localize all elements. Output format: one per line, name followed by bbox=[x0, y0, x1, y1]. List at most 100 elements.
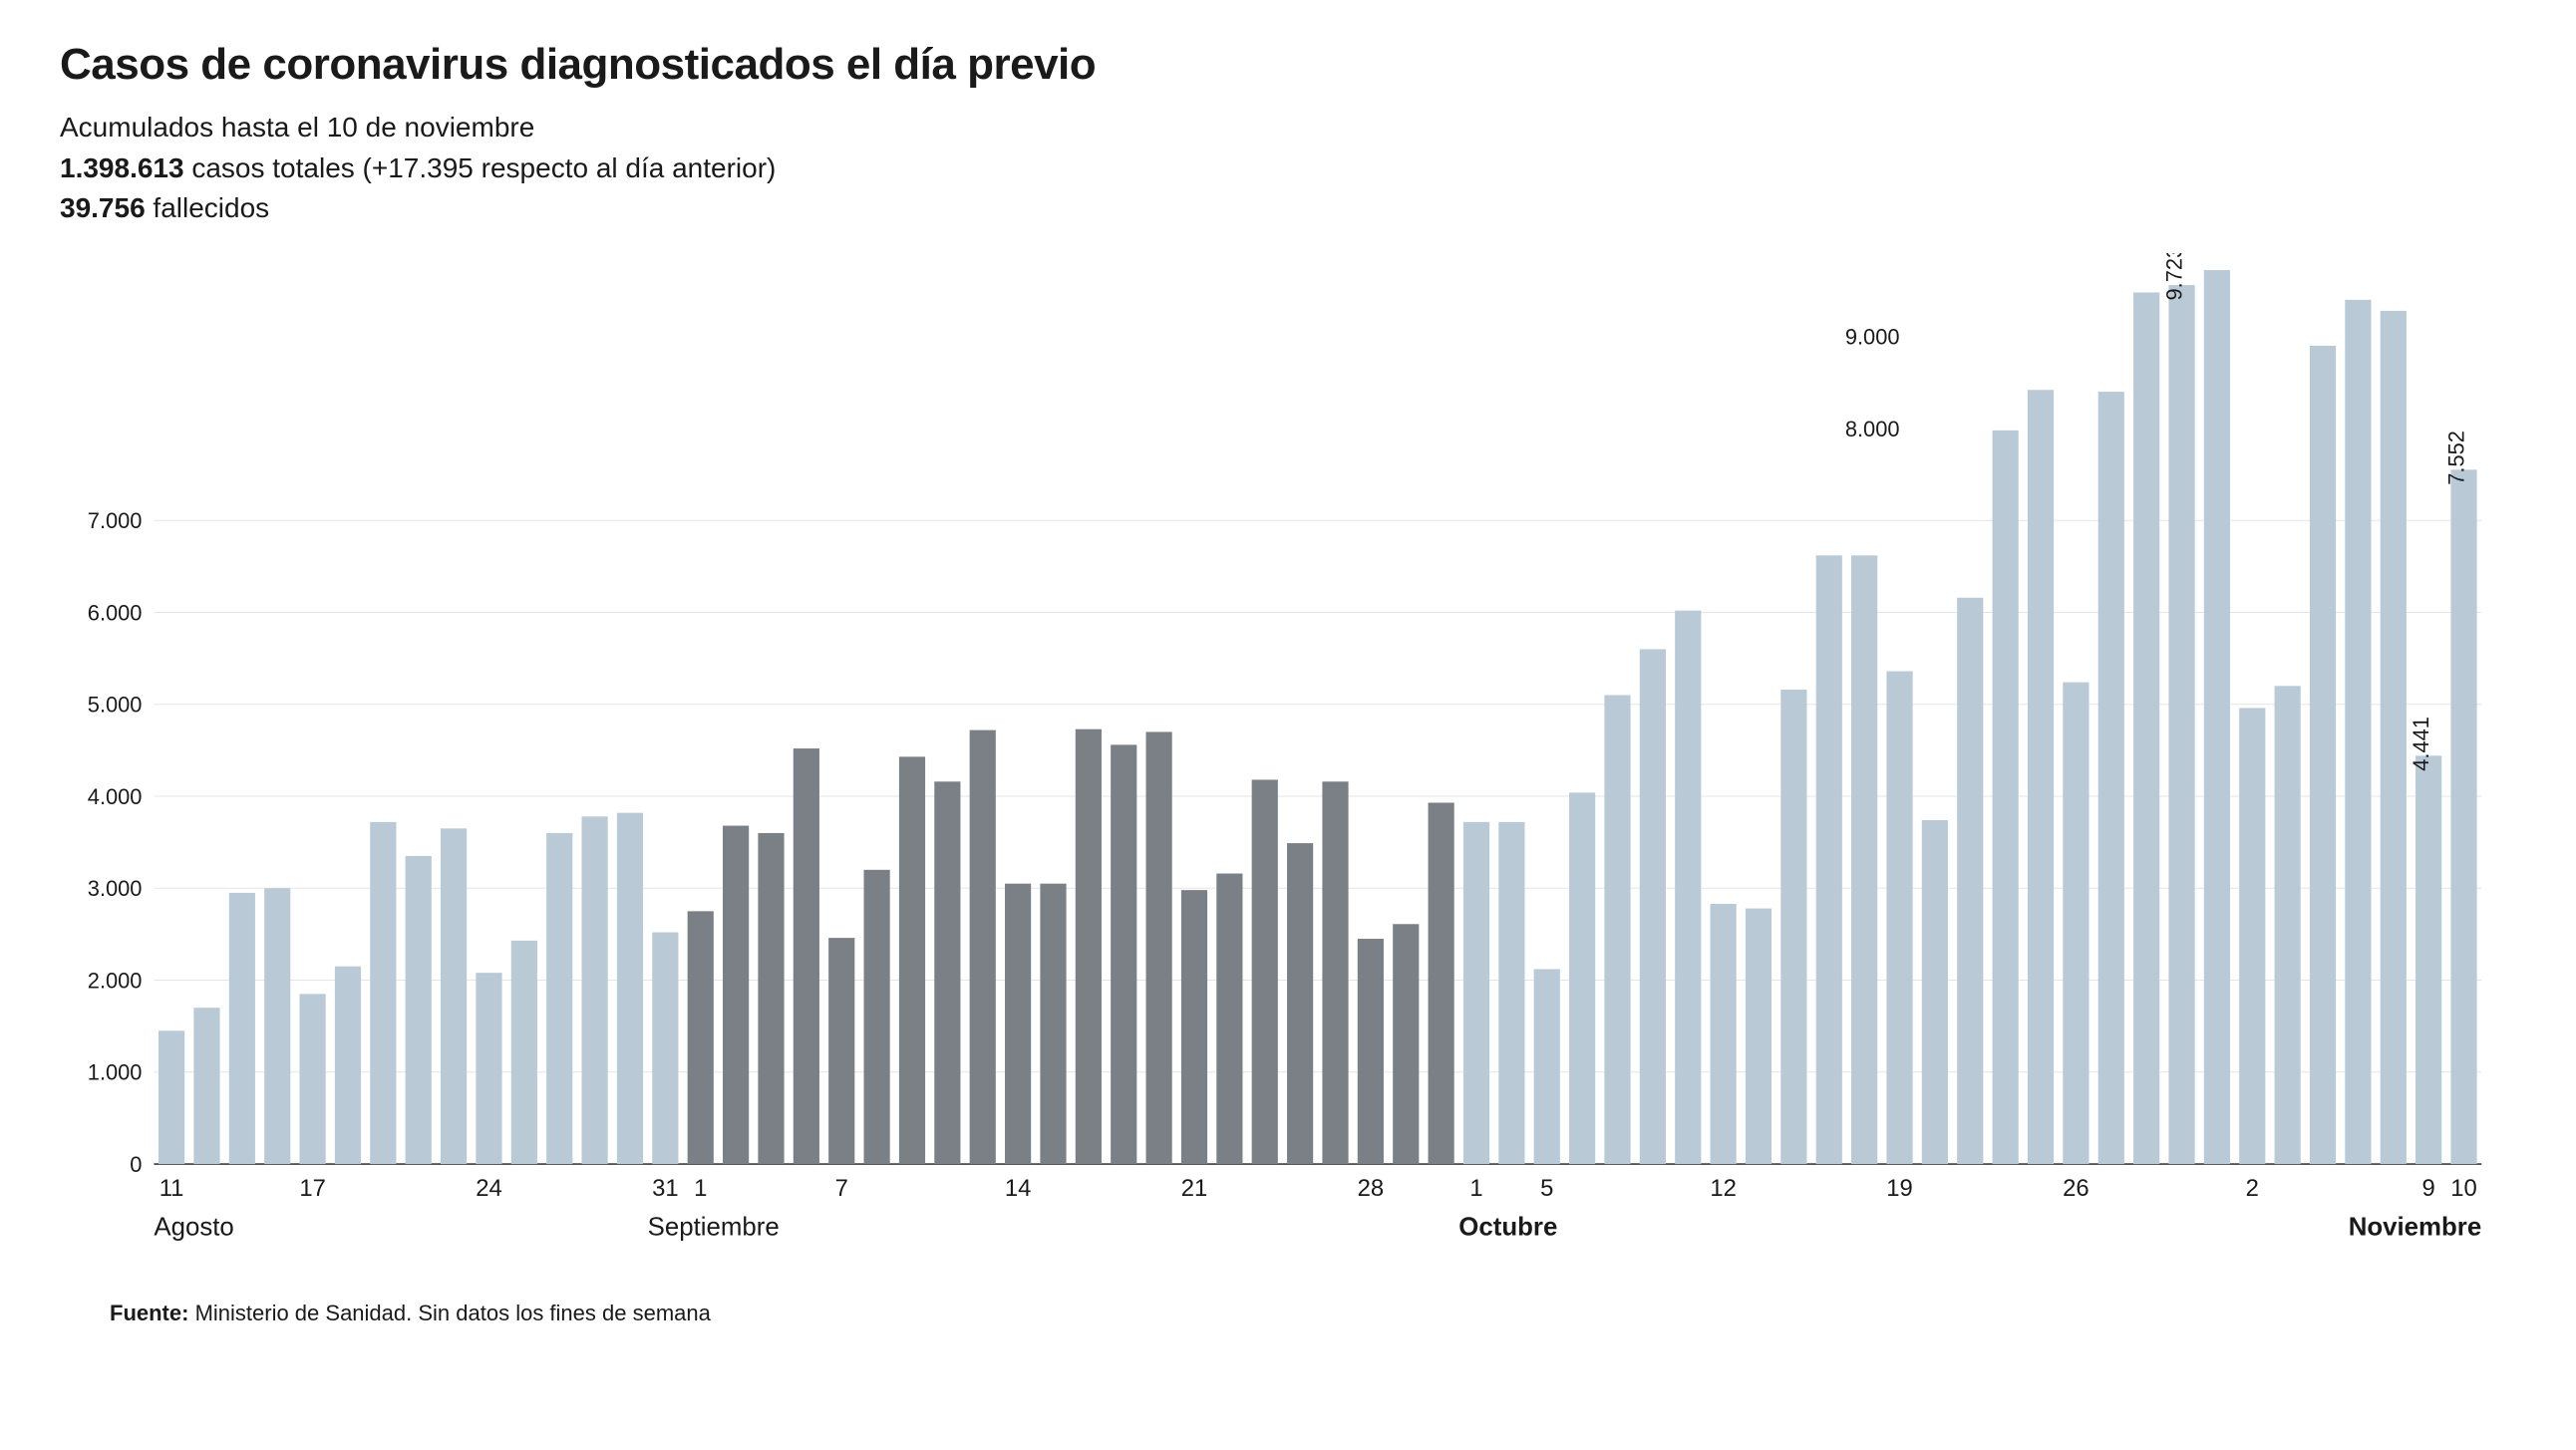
bar bbox=[794, 748, 819, 1164]
svg-text:6.000: 6.000 bbox=[88, 600, 143, 625]
bar bbox=[1640, 649, 1666, 1164]
bar bbox=[1534, 969, 1560, 1164]
bar bbox=[546, 833, 572, 1164]
chart-footer: Fuente: Ministerio de Sanidad. Sin datos… bbox=[60, 1301, 2516, 1326]
bar bbox=[159, 1030, 184, 1164]
bar bbox=[229, 893, 255, 1164]
bar bbox=[1393, 924, 1419, 1164]
bar bbox=[1780, 690, 1806, 1164]
svg-text:8.000: 8.000 bbox=[1845, 417, 1900, 441]
subtitle-line2: 1.398.613 casos totales (+17.395 respect… bbox=[60, 148, 2516, 189]
bar bbox=[1675, 610, 1701, 1163]
bar bbox=[1886, 671, 1912, 1163]
bar bbox=[335, 966, 361, 1163]
bar bbox=[406, 856, 432, 1164]
bar bbox=[2204, 270, 2230, 1164]
bar bbox=[2450, 469, 2476, 1164]
bar bbox=[652, 932, 678, 1163]
bar bbox=[1005, 883, 1031, 1163]
bar bbox=[1463, 822, 1489, 1164]
svg-text:5: 5 bbox=[1540, 1175, 1553, 1202]
svg-text:Agosto: Agosto bbox=[154, 1213, 233, 1241]
bar bbox=[1569, 792, 1595, 1164]
bar bbox=[2028, 390, 2054, 1164]
svg-text:5.000: 5.000 bbox=[88, 692, 143, 717]
bar bbox=[2063, 682, 2089, 1163]
svg-text:9: 9 bbox=[2422, 1175, 2435, 1202]
svg-text:31: 31 bbox=[652, 1175, 679, 1202]
bar bbox=[1993, 431, 2019, 1164]
svg-text:7: 7 bbox=[835, 1175, 848, 1202]
svg-text:1: 1 bbox=[1469, 1175, 1482, 1202]
bar bbox=[1816, 555, 1842, 1164]
bar bbox=[2275, 686, 2301, 1164]
bar bbox=[2381, 311, 2407, 1164]
bar bbox=[1322, 781, 1348, 1164]
bar bbox=[1358, 939, 1384, 1164]
bar bbox=[2168, 285, 2194, 1164]
bar bbox=[1252, 779, 1278, 1164]
bar bbox=[1146, 731, 1172, 1164]
bar bbox=[1711, 904, 1737, 1164]
bar bbox=[758, 833, 784, 1164]
bar bbox=[476, 973, 501, 1164]
total-cases-suffix: casos totales (+17.395 respecto al día a… bbox=[184, 152, 777, 183]
svg-text:17: 17 bbox=[299, 1175, 326, 1202]
svg-text:0: 0 bbox=[130, 1152, 142, 1177]
bar bbox=[1604, 695, 1630, 1164]
bar bbox=[688, 911, 714, 1164]
bar bbox=[264, 888, 290, 1164]
bar bbox=[2310, 346, 2336, 1164]
svg-text:7.000: 7.000 bbox=[88, 508, 143, 533]
bar bbox=[1111, 744, 1136, 1164]
bar bbox=[1922, 820, 1948, 1164]
bar bbox=[511, 941, 537, 1164]
bar bbox=[1040, 883, 1066, 1163]
total-cases: 1.398.613 bbox=[60, 152, 184, 183]
bar bbox=[1746, 908, 1771, 1163]
svg-text:12: 12 bbox=[1710, 1175, 1737, 1202]
svg-text:Septiembre: Septiembre bbox=[648, 1213, 780, 1241]
svg-text:7.552: 7.552 bbox=[2444, 431, 2469, 485]
bar bbox=[300, 994, 326, 1164]
svg-text:Octubre: Octubre bbox=[1458, 1213, 1557, 1241]
bar bbox=[970, 729, 996, 1163]
bar bbox=[899, 756, 925, 1164]
bar bbox=[370, 822, 396, 1164]
chart-title: Casos de coronavirus diagnosticados el d… bbox=[60, 40, 2516, 90]
svg-text:24: 24 bbox=[476, 1175, 502, 1202]
bar bbox=[582, 816, 608, 1164]
svg-text:10: 10 bbox=[2450, 1175, 2477, 1202]
svg-text:3.000: 3.000 bbox=[88, 876, 143, 901]
svg-text:9.723: 9.723 bbox=[2162, 253, 2187, 300]
bar bbox=[1181, 890, 1207, 1164]
bar bbox=[1287, 843, 1313, 1164]
svg-text:14: 14 bbox=[1005, 1175, 1032, 1202]
svg-text:1: 1 bbox=[694, 1175, 707, 1202]
svg-text:Noviembre: Noviembre bbox=[2349, 1213, 2482, 1241]
bar bbox=[864, 870, 890, 1164]
svg-text:26: 26 bbox=[2063, 1175, 2090, 1202]
svg-text:4.441: 4.441 bbox=[2409, 717, 2433, 771]
svg-text:21: 21 bbox=[1181, 1175, 1208, 1202]
bar bbox=[2345, 300, 2371, 1164]
bar bbox=[1429, 802, 1454, 1164]
bar bbox=[1216, 873, 1242, 1164]
chart-container: 0 1.000 2.000 3.000 4.000 5.000 6.000 7.000 8.00… bbox=[60, 253, 2516, 1273]
subtitle-line3: 39.756 fallecidos bbox=[60, 188, 2516, 229]
svg-text:2.000: 2.000 bbox=[88, 968, 143, 993]
bar bbox=[617, 812, 643, 1163]
bar bbox=[1498, 822, 1524, 1164]
bar-chart: 0 1.000 2.000 3.000 4.000 5.000 6.000 7.000 8.00… bbox=[60, 253, 2516, 1273]
bar bbox=[934, 781, 960, 1164]
svg-text:1.000: 1.000 bbox=[88, 1060, 143, 1085]
deaths-suffix: fallecidos bbox=[146, 192, 270, 223]
footer-label: Fuente: bbox=[110, 1301, 188, 1325]
bar bbox=[2415, 755, 2441, 1164]
bar bbox=[1957, 598, 1983, 1164]
svg-text:11: 11 bbox=[160, 1175, 184, 1202]
svg-text:4.000: 4.000 bbox=[88, 784, 143, 809]
bar bbox=[193, 1008, 219, 1164]
bar bbox=[1851, 555, 1877, 1164]
subtitle-line1: Acumulados hasta el 10 de noviembre bbox=[60, 108, 2516, 148]
